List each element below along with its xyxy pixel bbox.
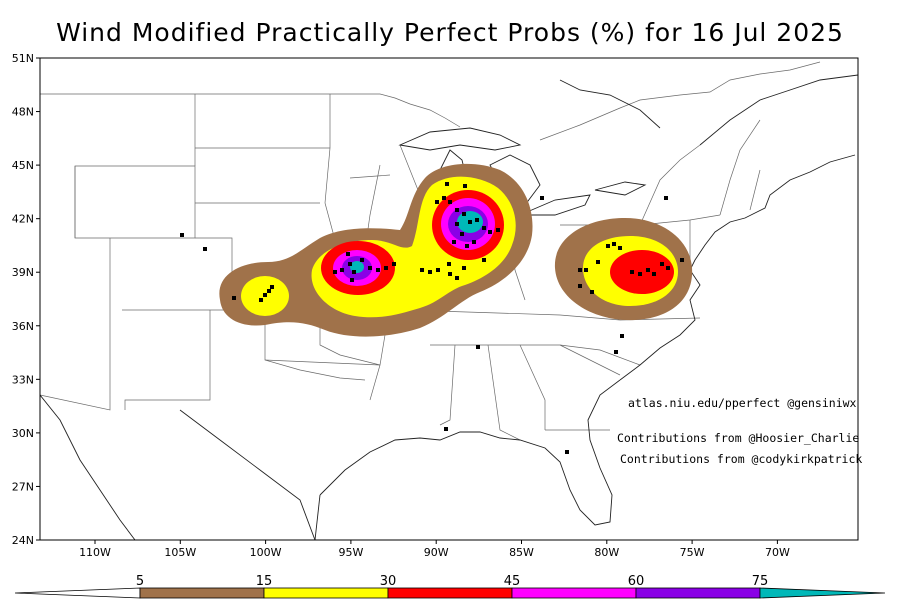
colorbar-segment-purple [635, 587, 761, 599]
lat-tick-label: 24N [12, 534, 34, 547]
colorbar-segment-red [387, 587, 513, 599]
coastlines [40, 74, 858, 540]
credit-contrib-2: Contributions from @codykirkpatrick [620, 452, 862, 466]
colorbar-segment-magenta [511, 587, 637, 599]
lon-tick-label: 70W [765, 546, 790, 559]
colorbar-segment-yellow [263, 587, 389, 599]
map-frame [39, 57, 859, 541]
colorbar-label-75: 75 [752, 574, 769, 589]
colorbar-low-arrow [14, 587, 141, 599]
lat-tick-label: 42N [12, 213, 34, 226]
lat-tick-label: 51N [12, 52, 34, 65]
colorbar-label-45: 45 [504, 574, 521, 589]
lat-tick-label: 39N [12, 266, 34, 279]
credit-site: atlas.niu.edu/pperfect @gensiniwx [628, 396, 857, 410]
storm-reports [180, 182, 684, 454]
colorbar-label-5: 5 [136, 574, 144, 589]
colorbar-label-60: 60 [628, 574, 645, 589]
lat-tick-label: 33N [12, 373, 34, 386]
lat-tick-label: 36N [12, 320, 34, 333]
colorbar: 5 15 30 45 60 75 [14, 574, 886, 599]
lat-axis: 51N 48N 45N 42N 39N 36N 33N 30N 27N 24N [12, 52, 40, 547]
lon-tick-label: 110W [79, 546, 111, 559]
colorbar-label-15: 15 [256, 574, 273, 589]
lon-tick-label: 85W [509, 546, 534, 559]
map-content [40, 61, 858, 540]
lat-tick-label: 45N [12, 159, 34, 172]
map-title: Wind Modified Practically Perfect Probs … [56, 18, 844, 47]
lon-tick-label: 75W [680, 546, 705, 559]
lon-tick-label: 95W [338, 546, 363, 559]
lon-tick-label: 80W [594, 546, 619, 559]
lat-tick-label: 48N [12, 106, 34, 119]
lat-tick-label: 30N [12, 427, 34, 440]
lon-tick-label: 90W [424, 546, 449, 559]
colorbar-label-30: 30 [380, 574, 397, 589]
lon-tick-label: 105W [164, 546, 196, 559]
credit-contrib-1: Contributions from @Hoosier_Charlie [617, 431, 859, 445]
colorbar-high-arrow [759, 587, 886, 599]
lat-tick-label: 27N [12, 480, 34, 493]
lon-axis: 110W 105W 100W 95W 90W 85W 80W 75W 70W [79, 540, 790, 559]
lon-tick-label: 100W [250, 546, 282, 559]
colorbar-segment-brown [139, 587, 265, 599]
